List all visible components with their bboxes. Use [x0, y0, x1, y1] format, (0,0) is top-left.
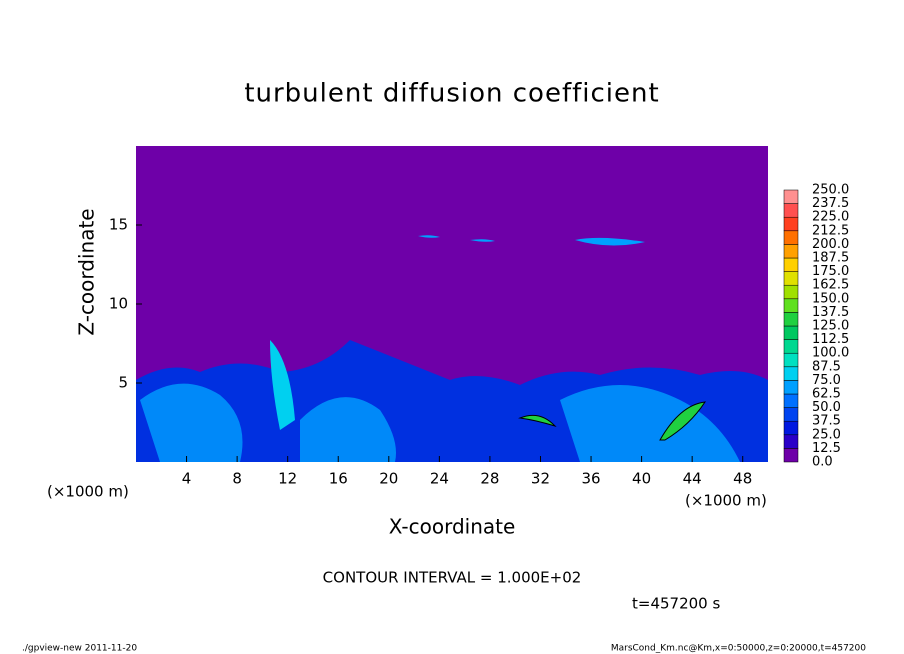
colorbar-band: [783, 216, 799, 232]
colorbar-band: [783, 380, 799, 395]
colorbar-label: 237.5: [812, 196, 849, 211]
field: [136, 146, 768, 462]
colorbar-label: 137.5: [812, 305, 849, 320]
colorbar-label: 250.0: [812, 183, 849, 198]
colorbar-band: [783, 420, 799, 436]
colorbar-label: 87.5: [812, 359, 841, 374]
colorbar-band: [783, 448, 799, 463]
footer-right: MarsCond_Km.nc@Km,x=0:50000,z=0:20000,t=…: [611, 644, 866, 654]
x-tick-label: 4: [182, 470, 192, 488]
colorbar-label: 75.0: [812, 373, 841, 388]
colorbar-band: [783, 230, 799, 245]
colorbar-band: [783, 325, 799, 340]
x-tick-label: 40: [632, 470, 651, 488]
colorbar-label: 187.5: [812, 251, 849, 266]
colorbar-label: 12.5: [812, 441, 841, 456]
colorbar-label: 200.0: [812, 237, 849, 252]
time-label: t=457200 s: [632, 595, 720, 613]
x-tick-label: 36: [581, 470, 600, 488]
colorbar-label: 175.0: [812, 264, 849, 279]
colorbar-band: [783, 434, 799, 449]
colorbar-band: [783, 284, 799, 300]
x-units: (×1000 m): [47, 483, 129, 501]
colorbar-band: [783, 271, 799, 286]
x-tick-label: 32: [531, 470, 550, 488]
colorbar-band: [783, 203, 799, 218]
field-plume: [270, 340, 295, 430]
colorbar-label: 50.0: [812, 400, 841, 415]
x-tick-label: 16: [329, 470, 348, 488]
x-tick-label: 20: [379, 470, 398, 488]
field-cloud: [418, 235, 645, 246]
y-axis-label: Z-coordinate: [75, 208, 99, 335]
colorbar-label: 100.0: [812, 346, 849, 361]
contour-interval: CONTOUR INTERVAL = 1.000E+02: [323, 569, 582, 587]
colorbar-label: 225.0: [812, 210, 849, 225]
colorbar-band: [783, 298, 799, 313]
colorbar-band: [783, 339, 799, 354]
x-axis-label: X-coordinate: [389, 515, 516, 539]
x-units: (×1000 m): [685, 492, 767, 510]
colorbar-band: [783, 244, 799, 259]
colorbar-label: 150.0: [812, 291, 849, 306]
x-tick-label: 48: [733, 470, 752, 488]
x-tick-label: 12: [278, 470, 297, 488]
colorbar-band: [783, 366, 799, 381]
colorbar-label: 37.5: [812, 414, 841, 429]
colorbar-label: 212.5: [812, 223, 849, 238]
colorbar-band: [783, 393, 799, 408]
colorbar-label: 62.5: [812, 387, 841, 402]
y-tick-label: 15: [109, 216, 128, 234]
colorbar-band: [783, 312, 799, 327]
colorbar-band: [783, 352, 799, 368]
colorbar-band: [783, 257, 799, 272]
colorbar-band: [783, 407, 799, 422]
x-tick-label: 44: [683, 470, 702, 488]
x-tick-label: 8: [232, 470, 242, 488]
field-swirl: [140, 383, 740, 462]
colorbar-band: [783, 189, 799, 204]
colorbar-label: 162.5: [812, 278, 849, 293]
x-tick-label: 28: [480, 470, 499, 488]
colorbar-label: 112.5: [812, 332, 849, 347]
colorbar-label: 25.0: [812, 427, 841, 442]
colorbar-label: 0.0: [812, 455, 833, 470]
footer-left: ./gpview-new 2011-11-20: [22, 644, 137, 654]
y-tick-label: 5: [118, 374, 128, 392]
chart-title: turbulent diffusion coefficient: [244, 79, 659, 109]
field-contour: [518, 401, 707, 441]
colorbar-label: 125.0: [812, 319, 849, 334]
x-tick-label: 24: [430, 470, 449, 488]
y-tick-label: 10: [109, 295, 128, 313]
